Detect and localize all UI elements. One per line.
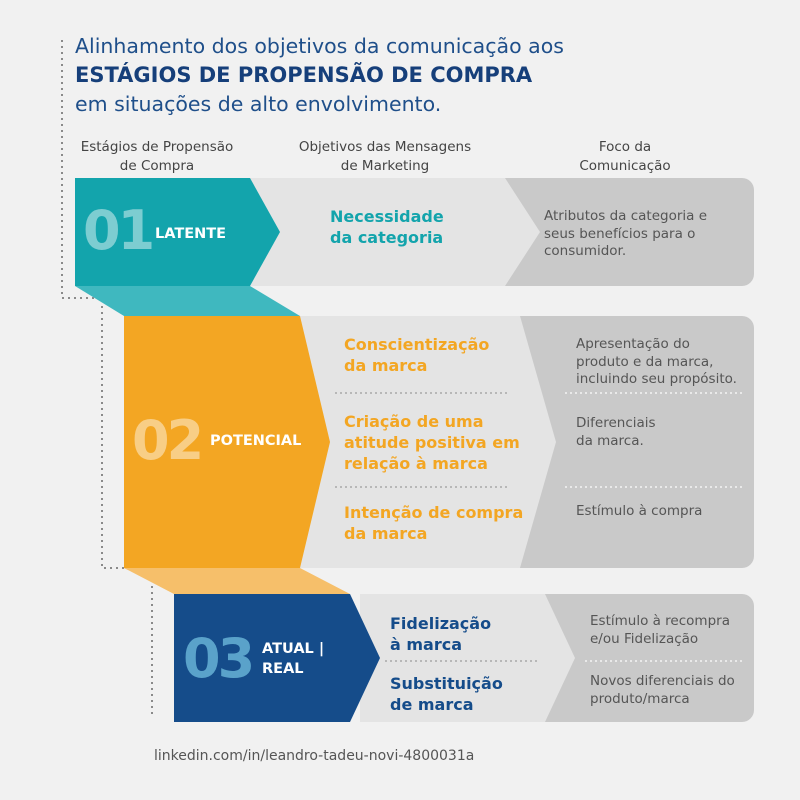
stage-02-objective-3: Intenção de compra da marca: [344, 503, 524, 543]
stage-01-objective-bg: [240, 178, 540, 286]
stage-03-focus-bg: [520, 594, 754, 722]
dotted-connector: [61, 40, 153, 718]
stage-03-objective-1: Fidelização à marca: [390, 614, 492, 654]
stage-02-fold: [124, 568, 350, 594]
header-objectives: Objetivos das Mensagens de Marketing: [298, 139, 472, 174]
stage-03-block: [174, 594, 380, 722]
title-line-1: Alinhamento dos objetivos da comunicação…: [75, 34, 564, 58]
header-focus: Foco da Comunicação: [579, 139, 671, 174]
header-stages: Estágios de Propensão de Compra: [80, 139, 234, 174]
title-area: Alinhamento dos objetivos da comunicação…: [75, 32, 775, 119]
stage-03-objective-bg: [360, 594, 575, 722]
stage-03-label: ATUAL | REAL: [262, 641, 325, 677]
stage-02-objective-1: Conscientização da marca: [344, 335, 490, 375]
stage-02-focus-bg: [480, 316, 754, 568]
stage-02-label: POTENCIAL: [210, 433, 302, 449]
stage-01-fold: [75, 286, 300, 316]
title-line-2: ESTÁGIOS DE PROPENSÃO DE COMPRA: [75, 63, 533, 87]
stage-01-objective: Necessidade da categoria: [330, 207, 444, 247]
stage-03-focus-1: Estímulo à recompra e/ou Fidelização: [590, 613, 730, 647]
stage-03-focus-2: Novos diferenciais do produto/marca: [590, 673, 735, 707]
title-line-3: em situações de alto envolvimento.: [75, 92, 442, 116]
stage-02-block: [124, 316, 330, 568]
stage-01-label: LATENTE: [155, 226, 227, 242]
stage-03-objective-2: Substituição de marca: [390, 674, 503, 714]
footer-link[interactable]: linkedin.com/in/leandro-tadeu-novi-48000…: [154, 748, 475, 764]
stage-03-number: 03: [183, 627, 255, 690]
stage-02-focus-2: Diferenciais da marca.: [576, 415, 656, 449]
stage-02-focus-1: Apresentação do produto e da marca, incl…: [576, 336, 737, 387]
stage-02-number: 02: [132, 409, 204, 472]
stage-01-number: 01: [83, 199, 155, 262]
stage-02-objective-2: Criação de uma atitude positiva em relaç…: [344, 412, 520, 473]
stage-02-focus-3: Estímulo à compra: [576, 503, 703, 519]
stage-02-objective-bg: [290, 316, 556, 568]
stage-01-block: [75, 178, 280, 286]
stage-01-focus: Atributos da categoria e seus benefícios…: [544, 208, 708, 259]
